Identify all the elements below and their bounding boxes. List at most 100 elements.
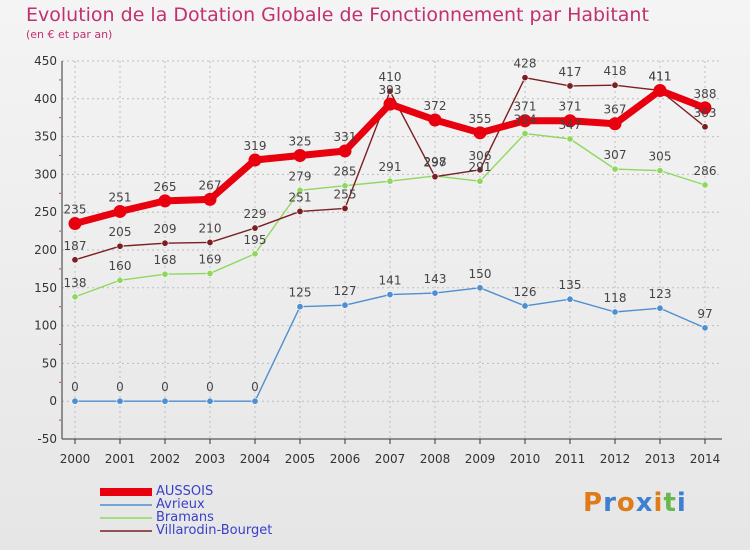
point-avrieux-2006[interactable] <box>341 301 349 309</box>
data-label-villarodin-bourget: 306 <box>469 149 492 163</box>
point-aussois-2012[interactable] <box>608 117 622 131</box>
data-label-aussois: 331 <box>334 130 357 144</box>
point-aussois-2001[interactable] <box>113 204 127 218</box>
data-label-avrieux: 0 <box>161 380 169 394</box>
x-tick-label: 2011 <box>555 452 586 466</box>
point-villarodin-bourget-2005[interactable] <box>296 207 304 215</box>
proxiti-logo: Proxiti <box>583 488 687 518</box>
point-villarodin-bourget-2007[interactable] <box>386 87 394 95</box>
point-villarodin-bourget-2012[interactable] <box>611 81 619 89</box>
data-label-avrieux: 97 <box>697 307 712 321</box>
y-tick-label: 450 <box>34 54 57 68</box>
data-label-aussois: 265 <box>154 180 177 194</box>
y-tick-label: 50 <box>42 356 57 370</box>
legend-swatch-bramans <box>100 517 152 519</box>
point-avrieux-2002[interactable] <box>161 397 169 405</box>
point-avrieux-2004[interactable] <box>251 397 259 405</box>
point-avrieux-2009[interactable] <box>476 284 484 292</box>
y-tick-label: 300 <box>34 167 57 181</box>
y-tick-label: 100 <box>34 319 57 333</box>
point-avrieux-2003[interactable] <box>206 397 214 405</box>
x-tick-label: 2006 <box>330 452 361 466</box>
point-villarodin-bourget-2002[interactable] <box>161 239 169 247</box>
point-aussois-2014[interactable] <box>698 101 712 115</box>
data-label-avrieux: 127 <box>334 284 357 298</box>
y-tick-label: 150 <box>34 281 57 295</box>
data-label-avrieux: 126 <box>514 285 537 299</box>
point-bramans-2014[interactable] <box>701 181 709 189</box>
data-label-aussois: 393 <box>379 83 402 97</box>
point-aussois-2005[interactable] <box>293 149 307 162</box>
point-bramans-2010[interactable] <box>521 130 529 138</box>
point-avrieux-2012[interactable] <box>611 308 619 316</box>
point-avrieux-2011[interactable] <box>566 295 574 303</box>
x-tick-label: 2001 <box>105 452 136 466</box>
point-aussois-2007[interactable] <box>383 97 397 111</box>
point-avrieux-2013[interactable] <box>656 304 664 312</box>
point-villarodin-bourget-2006[interactable] <box>341 204 349 212</box>
point-bramans-2000[interactable] <box>71 293 79 301</box>
point-aussois-2000[interactable] <box>68 217 82 231</box>
point-avrieux-2010[interactable] <box>521 302 529 310</box>
data-label-aussois: 371 <box>514 100 537 114</box>
point-avrieux-2014[interactable] <box>701 324 709 332</box>
point-bramans-2009[interactable] <box>476 177 484 185</box>
point-aussois-2013[interactable] <box>653 83 667 97</box>
point-villarodin-bourget-2000[interactable] <box>71 256 79 264</box>
point-villarodin-bourget-2001[interactable] <box>116 242 124 250</box>
data-label-villarodin-bourget: 363 <box>694 106 717 120</box>
point-aussois-2004[interactable] <box>248 153 262 167</box>
data-label-avrieux: 125 <box>289 286 312 300</box>
point-bramans-2003[interactable] <box>206 269 214 277</box>
x-tick-label: 2013 <box>645 452 676 466</box>
point-aussois-2010[interactable] <box>518 114 532 128</box>
data-label-avrieux: 141 <box>379 274 402 288</box>
point-villarodin-bourget-2009[interactable] <box>476 166 484 174</box>
point-bramans-2013[interactable] <box>656 167 664 175</box>
point-avrieux-2005[interactable] <box>296 303 304 311</box>
point-avrieux-2008[interactable] <box>431 289 439 297</box>
point-aussois-2011[interactable] <box>563 114 577 128</box>
x-tick-label: 2010 <box>510 452 541 466</box>
y-tick-label: -50 <box>37 432 57 446</box>
point-avrieux-2001[interactable] <box>116 397 124 405</box>
data-label-bramans: 169 <box>199 252 222 266</box>
point-aussois-2003[interactable] <box>203 192 217 206</box>
data-label-villarodin-bourget: 210 <box>199 221 222 235</box>
chart-subtitle: (en € et par an) <box>26 28 113 41</box>
point-bramans-2004[interactable] <box>251 250 259 258</box>
point-bramans-2006[interactable] <box>341 182 349 190</box>
point-villarodin-bourget-2010[interactable] <box>521 74 529 82</box>
point-villarodin-bourget-2014[interactable] <box>701 123 709 131</box>
point-bramans-2011[interactable] <box>566 135 574 143</box>
data-label-avrieux: 123 <box>649 287 672 301</box>
point-avrieux-2007[interactable] <box>386 291 394 299</box>
data-label-bramans: 298 <box>424 155 447 169</box>
data-label-avrieux: 118 <box>604 291 627 305</box>
x-tick-label: 2004 <box>240 452 271 466</box>
data-label-aussois: 388 <box>694 87 717 101</box>
point-villarodin-bourget-2011[interactable] <box>566 82 574 90</box>
point-villarodin-bourget-2003[interactable] <box>206 238 214 246</box>
point-aussois-2008[interactable] <box>428 113 442 127</box>
point-villarodin-bourget-2008[interactable] <box>431 173 439 181</box>
point-bramans-2012[interactable] <box>611 165 619 173</box>
point-bramans-2005[interactable] <box>296 186 304 194</box>
legend-item-avrieux[interactable]: Avrieux <box>100 497 340 512</box>
data-label-bramans: 279 <box>289 169 312 183</box>
point-bramans-2002[interactable] <box>161 270 169 278</box>
legend-item-villarodin-bourget[interactable]: Villarodin-Bourget <box>100 523 340 538</box>
data-label-avrieux: 0 <box>251 380 259 394</box>
point-aussois-2009[interactable] <box>473 126 487 140</box>
point-villarodin-bourget-2004[interactable] <box>251 224 259 232</box>
point-avrieux-2000[interactable] <box>71 397 79 405</box>
point-aussois-2006[interactable] <box>338 144 352 158</box>
point-aussois-2002[interactable] <box>158 194 172 208</box>
data-label-bramans: 285 <box>334 165 357 179</box>
point-bramans-2007[interactable] <box>386 177 394 185</box>
point-bramans-2001[interactable] <box>116 276 124 284</box>
legend-item-aussois[interactable]: AUSSOIS <box>100 484 340 499</box>
y-tick-label: 400 <box>34 92 57 106</box>
legend-item-bramans[interactable]: Bramans <box>100 510 340 525</box>
x-tick-label: 2000 <box>60 452 91 466</box>
